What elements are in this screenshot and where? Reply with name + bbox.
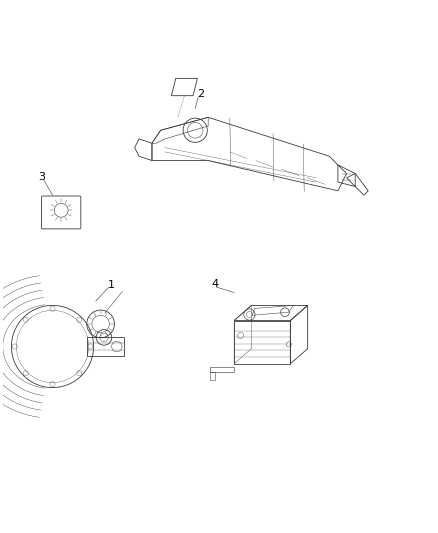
Bar xyxy=(88,337,124,356)
Text: 3: 3 xyxy=(38,172,45,182)
Text: 2: 2 xyxy=(197,89,205,99)
Text: 4: 4 xyxy=(211,279,218,289)
Text: 1: 1 xyxy=(108,280,115,289)
